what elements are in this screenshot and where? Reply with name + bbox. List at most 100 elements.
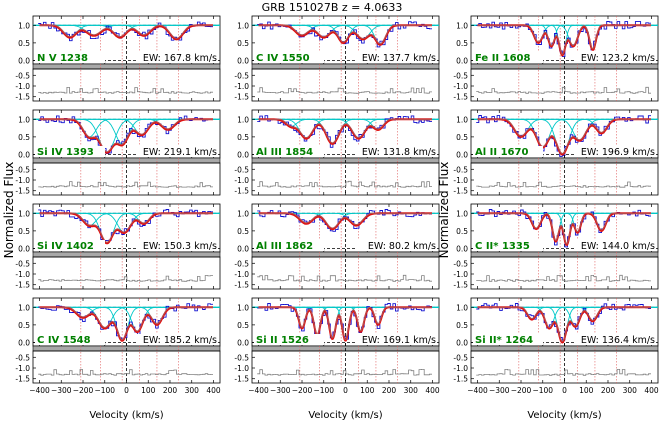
x-tick-label: 100: [579, 386, 594, 395]
label-background: [136, 334, 218, 345]
panel-2: 0.0 0.5 1.0 -0.5 -1.0 -1.5 C IV 1550 EW: 137.7 …: [234, 15, 440, 102]
x-tick-label: −200: [511, 386, 532, 395]
species-label: Si IV 1393: [37, 147, 94, 158]
equivalent-width-label: EW: 131.8 km/s: [362, 147, 436, 158]
label-background: [35, 334, 105, 345]
x-tick-label: 300: [185, 386, 200, 395]
label-background: [35, 240, 105, 251]
species-label: C IV 1548: [37, 335, 91, 346]
flux-tick-label: 0.5: [237, 227, 249, 236]
flux-tick-label: 0.5: [18, 39, 30, 48]
x-tick-label: 400: [644, 386, 659, 395]
residual-spectrum: [38, 369, 213, 376]
label-background: [136, 240, 218, 251]
panel-4: 0.0 0.5 1.0 -0.5 -1.0 -1.5 Si IV 1393 EW: 219.1…: [15, 109, 221, 196]
residual-tick-label: -1.5: [453, 187, 468, 196]
label-background: [574, 52, 656, 63]
residual-spectrum: [257, 369, 432, 376]
flux-tick-label: 0.5: [18, 133, 30, 142]
equivalent-width-label: EW: 80.2 km/s: [368, 241, 436, 252]
residual-tick-label: -1.0: [15, 364, 30, 373]
residual-tick-label: -1.5: [234, 375, 249, 384]
species-fit-profile: [39, 212, 213, 243]
equivalent-width-label: EW: 167.8 km/s: [143, 53, 217, 64]
flux-tick-label: 0.5: [456, 227, 468, 236]
flux-tick-label: 0.5: [237, 39, 249, 48]
species-fit-profile: [477, 212, 651, 245]
total-fit-profile: [39, 24, 213, 41]
label-background: [574, 240, 656, 251]
x-tick-label: 200: [601, 386, 616, 395]
species-label: Al III 1862: [256, 241, 313, 252]
residual-spectrum: [476, 86, 651, 94]
residual-tick-label: -1.0: [453, 176, 468, 185]
panel-grid: 0.0 0.5 1.0 -0.5 -1.0 -1.5 N V 1238 EW: 167.8 k…: [15, 15, 659, 384]
flux-tick-label: 0.5: [456, 133, 468, 142]
x-tick-label: 400: [425, 386, 440, 395]
label-background: [136, 146, 218, 157]
flux-tick-label: 0.0: [456, 56, 468, 65]
label-background: [254, 334, 324, 345]
label-background: [136, 52, 218, 63]
residual-tick-label: -1.5: [453, 375, 468, 384]
residual-tick-label: -0.5: [453, 353, 468, 362]
x-tick-label: 100: [360, 386, 375, 395]
residual-tick-label: -1.0: [453, 364, 468, 373]
species-fit-profile: [477, 24, 651, 56]
equivalent-width-label: EW: 185.2 km/s: [143, 335, 217, 346]
label-background: [35, 52, 105, 63]
residual-tick-label: -1.5: [15, 187, 30, 196]
species-label: C II* 1335: [475, 241, 530, 252]
x-tick-label: 100: [141, 386, 156, 395]
residual-tick-label: -1.0: [234, 364, 249, 373]
species-fit-profile: [39, 24, 213, 39]
flux-tick-label: 1.0: [237, 115, 249, 124]
residual-spectrum: [476, 274, 651, 282]
residual-tick-label: -1.0: [15, 82, 30, 91]
residual-tick-label: -0.5: [15, 165, 30, 174]
label-background: [473, 52, 543, 63]
species-fit-profile: [477, 306, 651, 343]
species-fit-profile: [477, 118, 651, 154]
residual-tick-label: -1.5: [234, 187, 249, 196]
residual-spectrum: [38, 181, 213, 188]
flux-tick-label: 0.0: [237, 56, 249, 65]
flux-tick-label: 0.5: [18, 321, 30, 330]
flux-tick-label: 1.0: [18, 209, 30, 218]
flux-tick-label: 0.0: [456, 244, 468, 253]
residual-tick-label: -0.5: [15, 353, 30, 362]
panel-5: 0.0 0.5 1.0 -0.5 -1.0 -1.5 Al III 1854 EW: 131.…: [234, 109, 440, 196]
component-profile: [471, 118, 658, 148]
residual-tick-label: -1.5: [453, 281, 468, 290]
residual-tick-label: -0.5: [15, 71, 30, 80]
flux-tick-label: 0.5: [237, 321, 249, 330]
x-tick-label: −400: [248, 386, 269, 395]
x-axis-title: Velocity (km/s): [308, 410, 382, 421]
residual-tick-label: -1.0: [453, 82, 468, 91]
label-background: [355, 52, 437, 63]
x-tick-label: −200: [292, 386, 313, 395]
residual-tick-label: -0.5: [234, 71, 249, 80]
label-background: [355, 334, 437, 345]
x-tick-label: −200: [73, 386, 94, 395]
flux-tick-label: 0.5: [456, 39, 468, 48]
species-label: Al II 1670: [475, 147, 528, 158]
label-background: [254, 240, 324, 251]
species-label: N V 1238: [37, 53, 88, 64]
figure-ylabel: Normalized Flux: [2, 162, 16, 259]
residual-tick-label: -1.5: [15, 375, 30, 384]
flux-tick-label: 1.0: [18, 21, 30, 30]
flux-tick-label: 0.5: [18, 227, 30, 236]
equivalent-width-label: EW: 150.3 km/s: [143, 241, 217, 252]
flux-tick-label: 0.5: [456, 321, 468, 330]
species-label: Si II* 1264: [475, 335, 533, 346]
panel-6: 0.0 0.5 1.0 -0.5 -1.0 -1.5 Al II 1670 EW: 196.9…: [453, 109, 659, 196]
residual-spectrum: [476, 369, 651, 376]
residual-tick-label: -1.5: [15, 93, 30, 102]
flux-tick-label: 0.0: [18, 56, 30, 65]
flux-tick-label: 0.0: [18, 338, 30, 347]
equivalent-width-label: EW: 196.9 km/s: [581, 147, 655, 158]
flux-tick-label: 1.0: [237, 21, 249, 30]
label-background: [35, 146, 105, 157]
